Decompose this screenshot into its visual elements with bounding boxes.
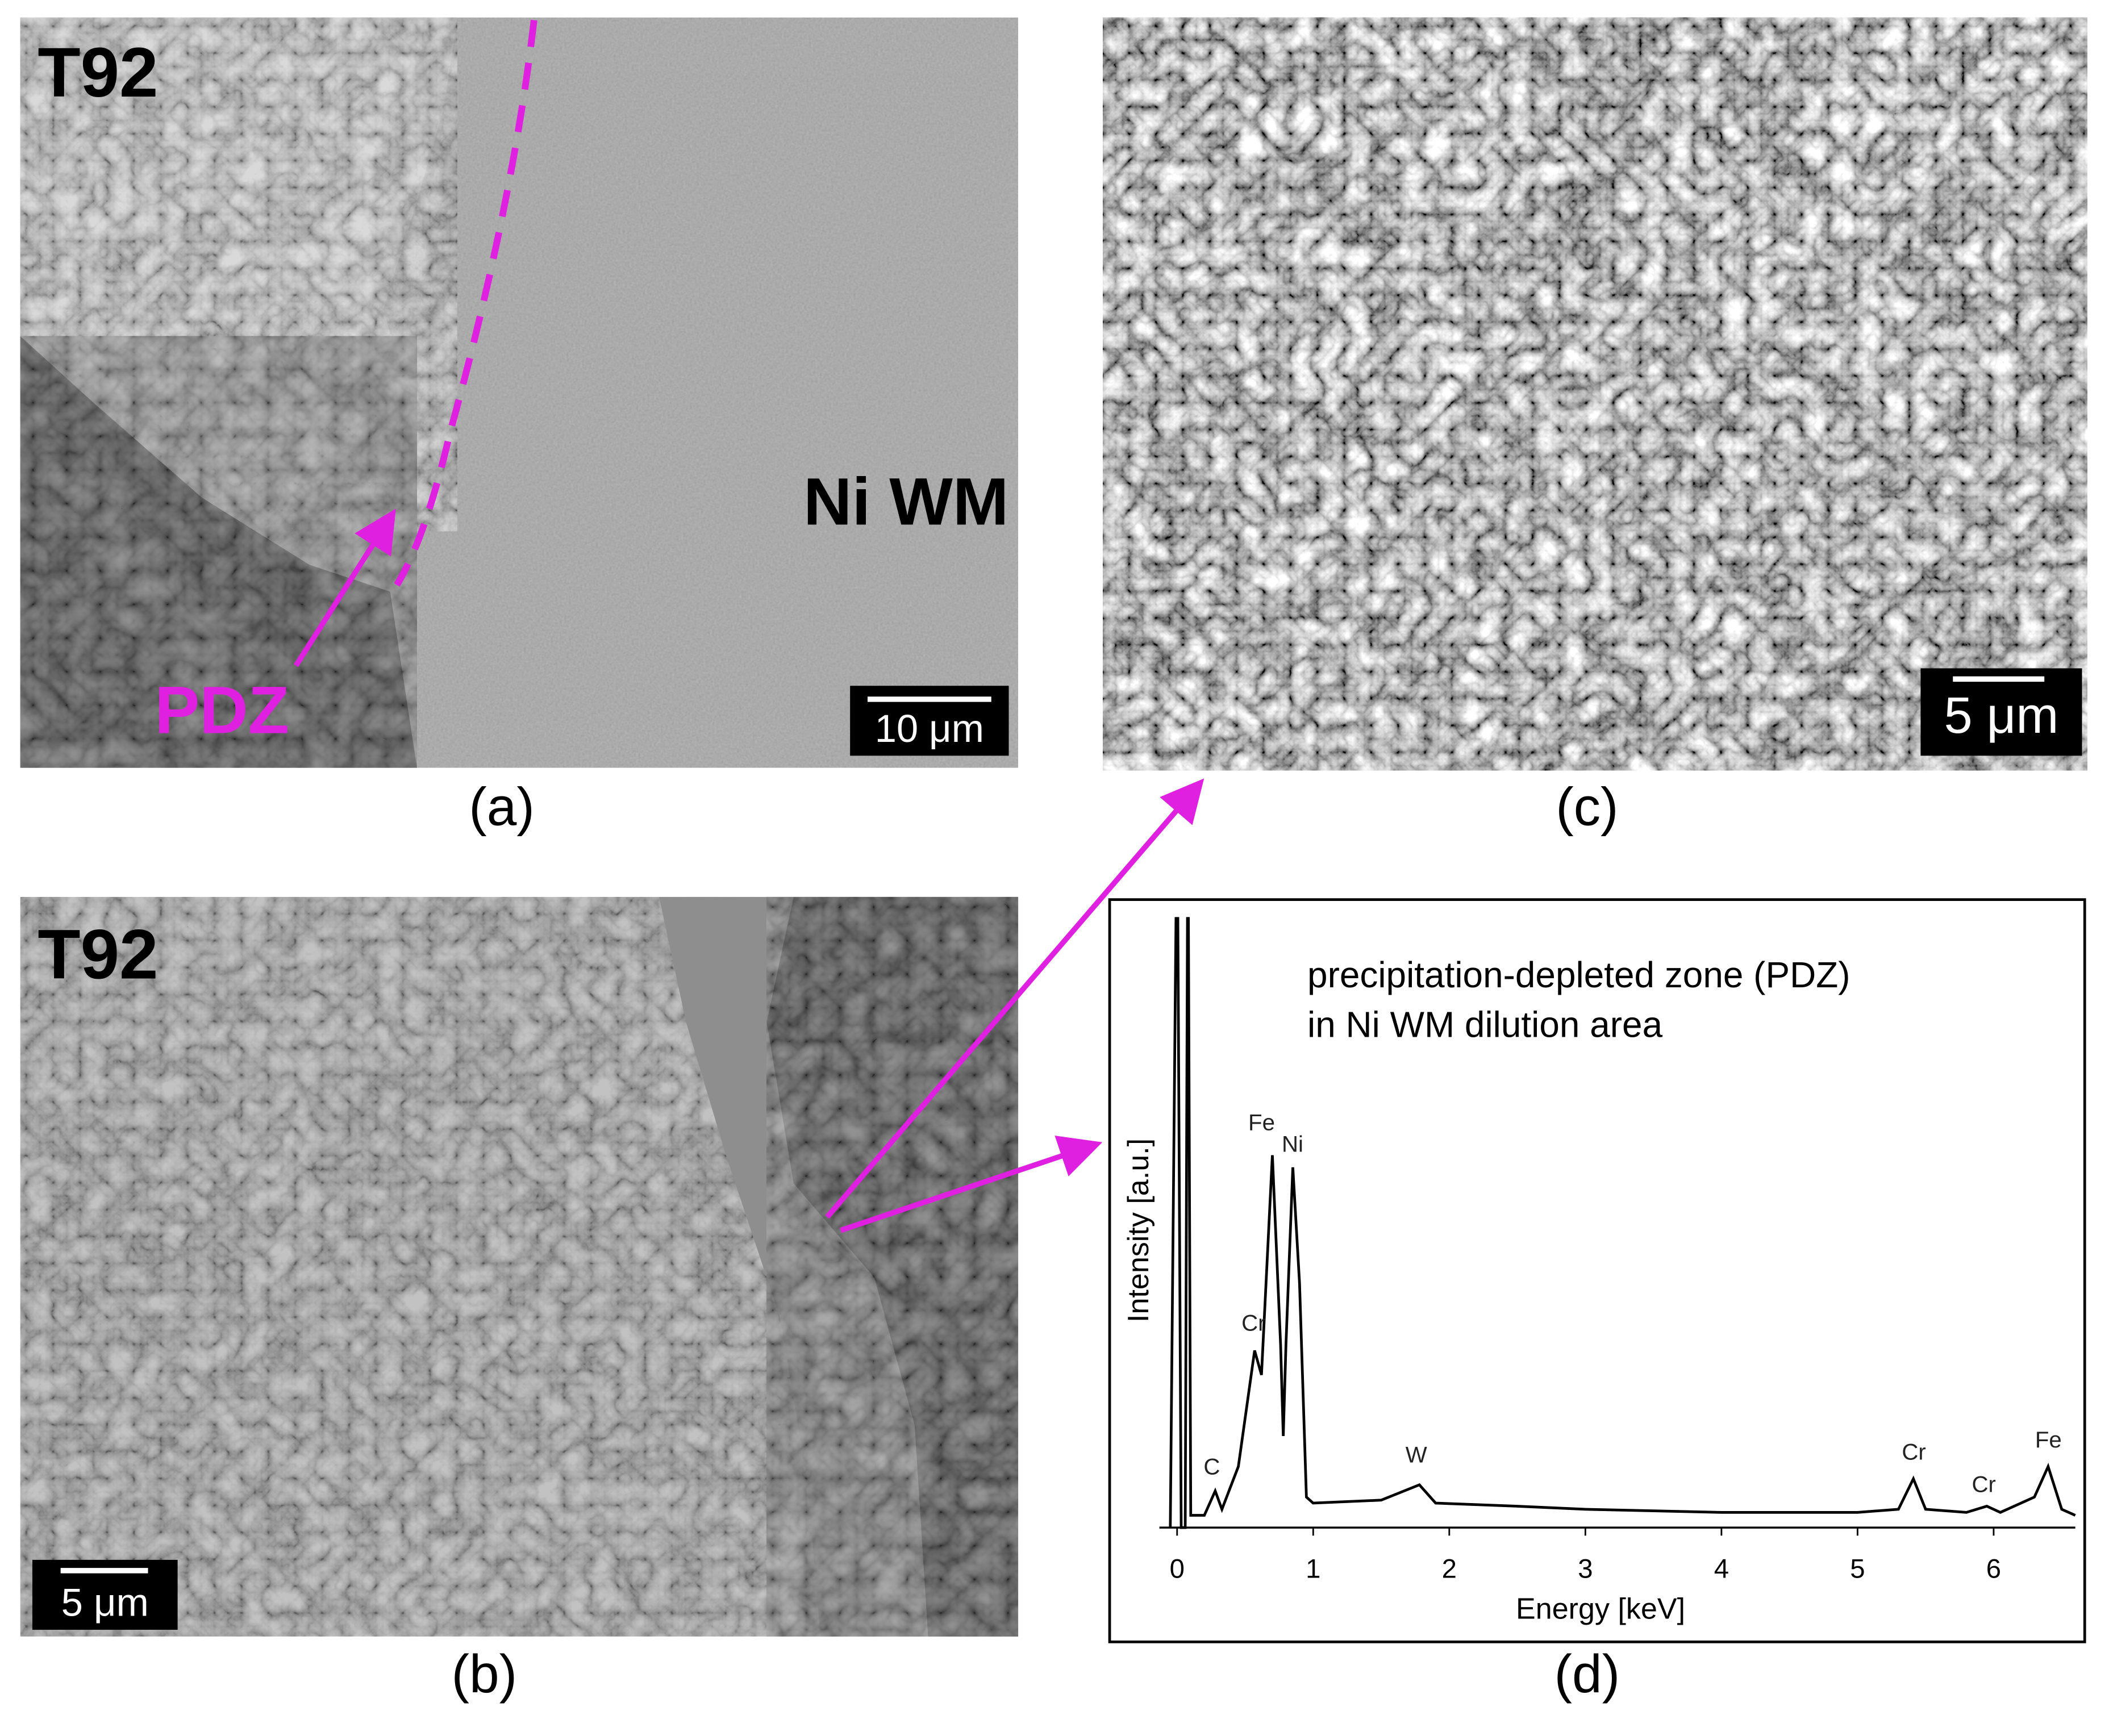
spectrum-line (1169, 917, 2076, 1529)
arrow-to-c (825, 778, 1204, 1219)
x-tick-label: 0 (1170, 1554, 1185, 1584)
pdz-arrow (293, 508, 396, 667)
annotation: precipitation-depleted zone (PDZ) (1307, 954, 1850, 995)
x-tick-label: 4 (1714, 1554, 1729, 1584)
peak-label: Fe (2035, 1427, 2062, 1453)
x-axis-title: Energy [keV] (1516, 1593, 1685, 1626)
spectrum (1169, 917, 2076, 1529)
x-tick-label: 1 (1306, 1554, 1320, 1584)
micrograph-a (20, 17, 1019, 768)
scale-bar-label: 10 μm (875, 707, 984, 750)
peak-label: Fe (1248, 1110, 1275, 1136)
panel-label: (d) (1554, 1644, 1620, 1704)
scale-bar-box (1920, 668, 2082, 756)
x-tick-label: 3 (1578, 1554, 1593, 1584)
region-label: Ni WM (803, 465, 1009, 540)
scale-bar-label: 5 μm (61, 1581, 149, 1625)
material-label: T92 (37, 916, 158, 994)
panel-label: (c) (1556, 777, 1618, 837)
peak-label: C (1203, 1454, 1220, 1480)
peak-label: Cr (1902, 1439, 1925, 1465)
panel-label: (a) (469, 777, 535, 837)
panel-label: (b) (451, 1644, 517, 1704)
material-label: T92 (37, 34, 158, 112)
peak-label: Cr (1972, 1471, 1995, 1497)
micrograph-b (20, 896, 1019, 1637)
annotation: in Ni WM dilution area (1307, 1004, 1663, 1045)
peak-label: Cr (1241, 1310, 1265, 1336)
micrograph-c (1103, 17, 2087, 771)
x-tick-label: 5 (1850, 1554, 1865, 1584)
y-axis-title: Intensity [a.u.] (1122, 1138, 1155, 1322)
peak-label: W (1406, 1442, 1427, 1467)
spectrum-frame (1108, 898, 2086, 1643)
scale-bar-label: 5 μm (1944, 687, 2059, 744)
x-tick-label: 6 (1986, 1554, 2001, 1584)
arrow-to-d (840, 1136, 1103, 1233)
x-tick-label: 2 (1442, 1554, 1457, 1584)
zone-label: PDZ (155, 673, 289, 748)
peak-label: Ni (1282, 1131, 1303, 1157)
